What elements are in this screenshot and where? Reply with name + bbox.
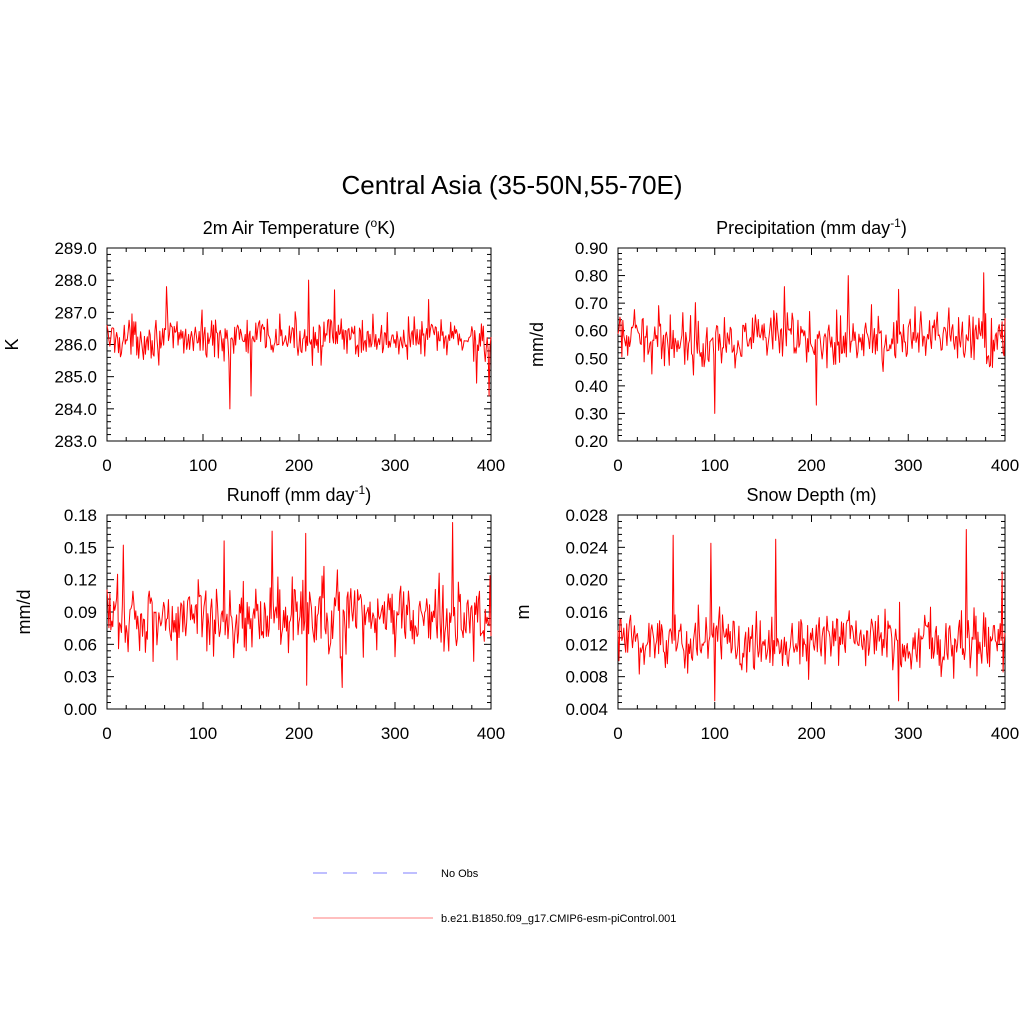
y-tick-label: 285.0 [54, 368, 97, 387]
x-tick-label: 200 [285, 724, 313, 743]
legend-label-no-obs: No Obs [441, 868, 479, 880]
y-tick-label: 0.004 [565, 700, 608, 719]
panel-snow-depth: Snow Depth (m) m 0 100 200 300 400 0.004 0.008 0.… [513, 485, 1019, 743]
y-tick-label: 0.40 [575, 377, 608, 396]
y-axis-label-runoff: mm/d [14, 590, 34, 635]
y-tick-label: 0.020 [565, 571, 608, 590]
x-tick-label: 100 [701, 456, 729, 475]
y-tick-label: 0.09 [64, 603, 97, 622]
series-line-precipitation [617, 272, 1006, 414]
series-line-runoff [106, 522, 492, 688]
panel-runoff: Runoff (mm day-1) mm/d 0 100 200 300 400 0.00 0.… [14, 483, 505, 743]
y-tick-label: 284.0 [54, 400, 97, 419]
series-line-snow-depth [617, 529, 1006, 702]
x-tick-label: 0 [102, 456, 111, 475]
y-tick-label: 0.18 [64, 506, 97, 525]
x-tick-label: 300 [894, 456, 922, 475]
panel-title-runoff: Runoff (mm day-1) [227, 483, 371, 505]
legend-label-model: b.e21.B1850.f09_g17.CMIP6-esm-piControl.… [441, 913, 676, 925]
y-tick-label: 0.016 [565, 603, 608, 622]
panel-title-temperature: 2m Air Temperature (oK) [203, 216, 395, 238]
y-tick-label: 0.15 [64, 538, 97, 557]
x-tick-label: 300 [894, 724, 922, 743]
x-tick-label: 0 [613, 456, 622, 475]
figure-title: Central Asia (35-50N,55-70E) [341, 170, 682, 200]
x-tick-label: 400 [991, 456, 1019, 475]
y-axis-label-snow-depth: m [513, 605, 533, 620]
x-tick-label: 0 [613, 724, 622, 743]
y-tick-label: 0.50 [575, 349, 608, 368]
y-axis-label-temperature: K [2, 338, 22, 350]
panel-title-snow-depth: Snow Depth (m) [746, 485, 876, 505]
panels-group: 2m Air Temperature (oK) K 0 100 200 300 400 283… [2, 216, 1019, 743]
x-tick-label: 300 [381, 724, 409, 743]
x-tick-label: 100 [189, 456, 217, 475]
x-tick-label: 400 [477, 724, 505, 743]
y-tick-label: 0.028 [565, 506, 608, 525]
y-tick-label: 0.012 [565, 635, 608, 654]
y-tick-label: 0.20 [575, 432, 608, 451]
x-tick-label: 400 [477, 456, 505, 475]
y-tick-label: 0.70 [575, 294, 608, 313]
y-tick-label: 0.90 [575, 239, 608, 258]
x-tick-label: 100 [701, 724, 729, 743]
y-tick-label: 0.12 [64, 571, 97, 590]
panel-title-precipitation: Precipitation (mm day-1) [716, 216, 907, 238]
y-tick-label: 0.024 [565, 538, 608, 557]
y-tick-label: 0.80 [575, 267, 608, 286]
y-tick-label: 0.60 [575, 322, 608, 341]
legend: No Obs b.e21.B1850.f09_g17.CMIP6-esm-piC… [313, 868, 676, 925]
y-tick-label: 288.0 [54, 271, 97, 290]
y-tick-label: 289.0 [54, 239, 97, 258]
series-line-temperature [106, 279, 492, 410]
y-axis-label-precipitation: mm/d [527, 322, 547, 367]
y-tick-label: 283.0 [54, 432, 97, 451]
y-tick-label: 0.00 [64, 700, 97, 719]
x-tick-label: 200 [797, 724, 825, 743]
x-tick-label: 100 [189, 724, 217, 743]
x-tick-label: 200 [285, 456, 313, 475]
y-tick-label: 0.06 [64, 635, 97, 654]
x-tick-label: 200 [797, 456, 825, 475]
y-tick-label: 286.0 [54, 336, 97, 355]
x-tick-label: 400 [991, 724, 1019, 743]
panel-precipitation: Precipitation (mm day-1) mm/d 0 100 200 300 40… [527, 216, 1019, 475]
y-tick-label: 0.008 [565, 668, 608, 687]
y-tick-label: 0.03 [64, 668, 97, 687]
x-tick-label: 0 [102, 724, 111, 743]
y-tick-label: 0.30 [575, 404, 608, 423]
y-tick-label: 287.0 [54, 303, 97, 322]
x-tick-label: 300 [381, 456, 409, 475]
panel-temperature: 2m Air Temperature (oK) K 0 100 200 300 400 283… [2, 216, 505, 475]
plot-frame-snow-depth [617, 514, 1006, 710]
